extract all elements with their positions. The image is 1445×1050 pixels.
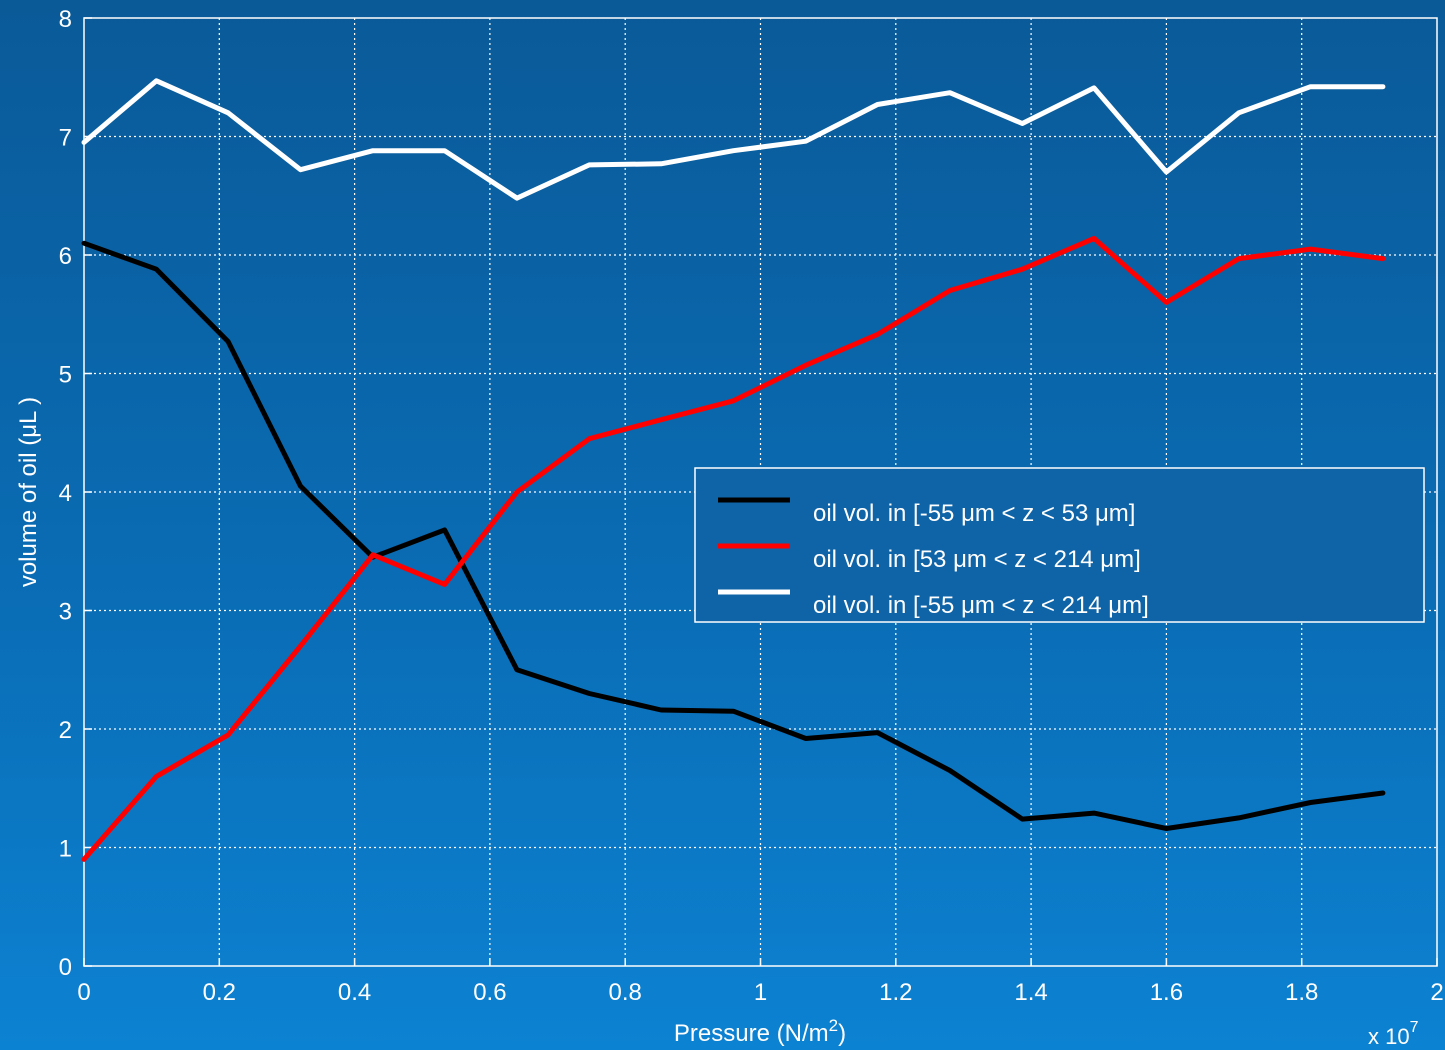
x-tick-label: 0 <box>77 979 90 1006</box>
x-axis-multiplier-exponent: 7 <box>1410 1019 1419 1036</box>
y-tick-label: 2 <box>59 717 72 744</box>
series-line-2 <box>81 235 1386 862</box>
y-tick-label: 3 <box>59 599 72 626</box>
x-tick-label: 2 <box>1430 979 1443 1006</box>
x-axis-label: Pressure (N/m2) <box>674 1016 846 1047</box>
x-axis-label-superscript: 2 <box>829 1016 838 1035</box>
y-tick-label: 6 <box>59 243 72 270</box>
legend-label-1: oil vol. in [-55 μm < z < 53 μm] <box>813 500 1135 527</box>
y-tick-label: 5 <box>59 362 72 389</box>
legend-label-3: oil vol. in [-55 μm < z < 214 μm] <box>813 592 1149 619</box>
x-tick-label: 0.8 <box>609 979 642 1006</box>
y-tick-label: 7 <box>59 125 72 152</box>
x-tick-label: 0.2 <box>203 979 236 1006</box>
x-tick-label: 1.6 <box>1150 979 1183 1006</box>
x-tick-label: 0.4 <box>338 979 371 1006</box>
y-axis-label: volume of oil (μL ) <box>15 397 42 587</box>
x-axis-label-close: ) <box>838 1020 846 1047</box>
x-tick-label: 0.6 <box>473 979 506 1006</box>
x-tick-label: 1 <box>754 979 767 1006</box>
series-line-1 <box>81 240 1386 831</box>
x-axis-multiplier: x 107 <box>1368 1019 1419 1049</box>
legend-box <box>694 467 1425 623</box>
legend: oil vol. in [-55 μm < z < 53 μm] oil vol.… <box>694 467 1425 623</box>
y-tick-labels: 0 1 2 3 4 5 6 7 8 <box>59 6 72 981</box>
y-tick-label: 8 <box>59 6 72 33</box>
x-tick-label: 1.8 <box>1285 979 1318 1006</box>
y-tick-label: 1 <box>59 836 72 863</box>
x-tick-label: 1.2 <box>879 979 912 1006</box>
x-tick-labels: 0 0.2 0.4 0.6 0.8 1 1.2 1.4 1.6 1.8 2 <box>77 979 1443 1006</box>
y-tick-label: 4 <box>59 480 72 507</box>
y-tick-label: 0 <box>59 954 72 981</box>
legend-label-2: oil vol. in [53 μm < z < 214 μm] <box>813 546 1141 573</box>
x-tick-label: 1.4 <box>1014 979 1047 1006</box>
series-line-3 <box>81 78 1386 201</box>
series-layer <box>81 78 1386 862</box>
